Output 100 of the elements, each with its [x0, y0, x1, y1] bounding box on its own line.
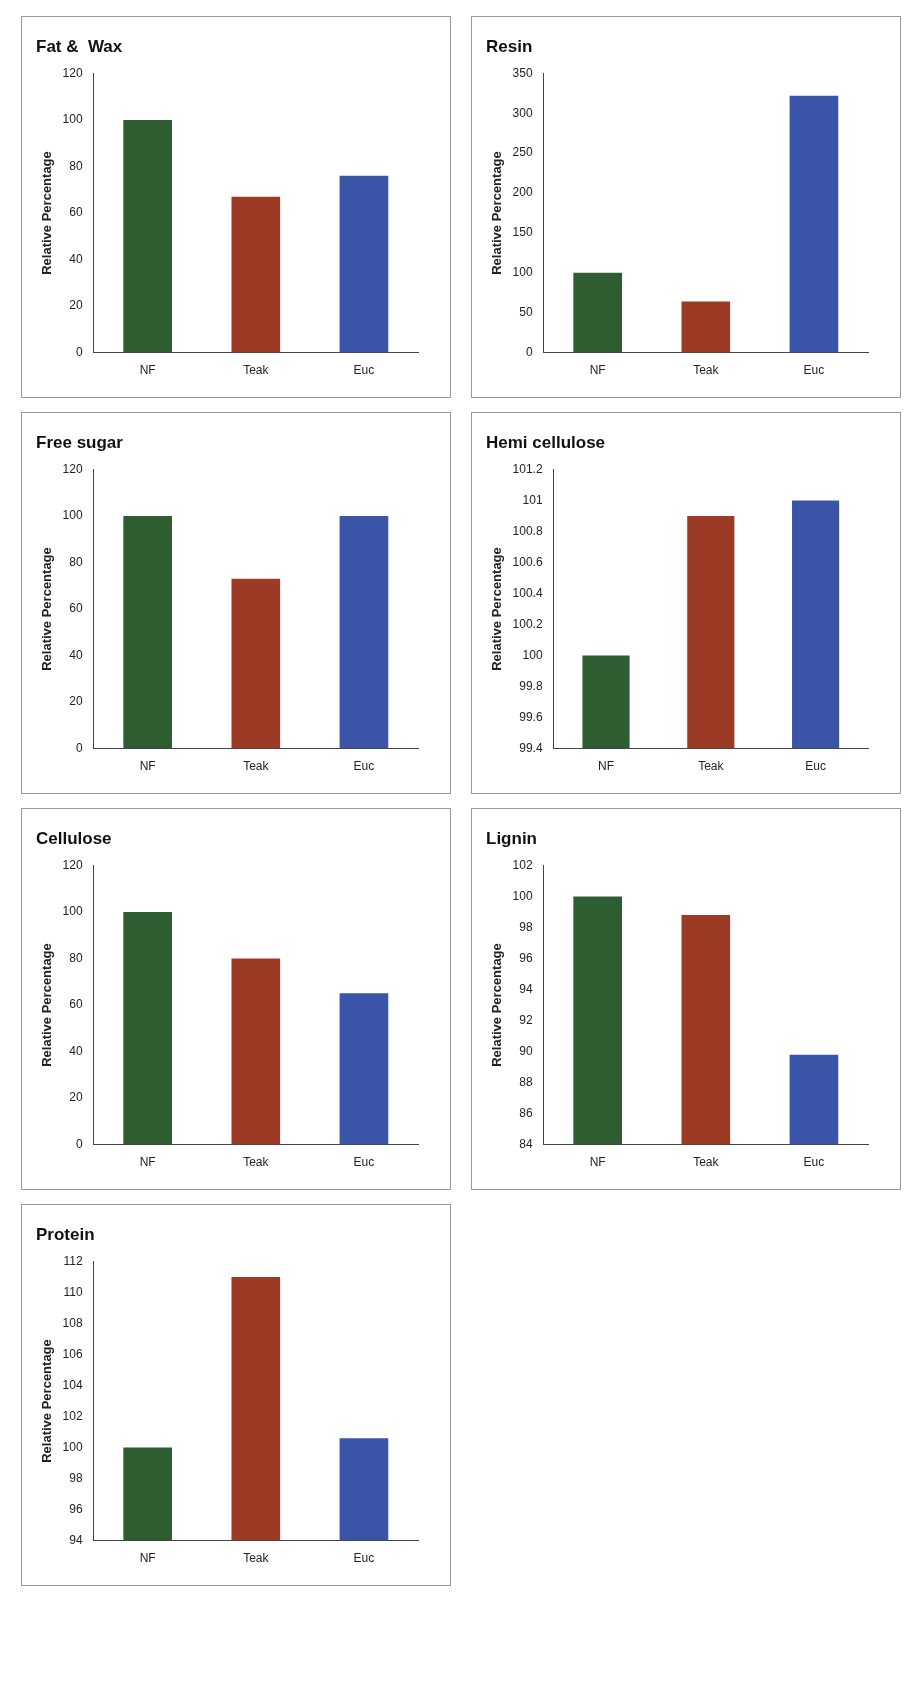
bar — [339, 993, 389, 1145]
y-axis-title: Relative Percentage — [39, 1339, 55, 1463]
x-tick-label: Teak — [243, 363, 270, 378]
y-tick-label: 50 — [519, 305, 533, 320]
x-tick-label: NF — [598, 759, 615, 774]
y-tick-label: 350 — [512, 65, 533, 80]
chart-title: Free sugar — [36, 432, 124, 452]
x-tick-label: NF — [589, 1155, 606, 1170]
y-tick-label: 110 — [63, 1284, 83, 1299]
x-tick-label: Teak — [698, 759, 725, 774]
x-tick-label: NF — [139, 1155, 156, 1170]
y-tick-label: 112 — [63, 1253, 83, 1268]
y-tick-label: 100.4 — [512, 585, 543, 600]
x-tick-label: Euc — [353, 1551, 375, 1566]
y-tick-label: 100 — [62, 112, 83, 127]
bar — [123, 911, 173, 1145]
y-tick-label: 99.4 — [519, 740, 543, 755]
x-tick-label: Euc — [353, 363, 375, 378]
y-tick-label: 120 — [62, 65, 83, 80]
bar — [123, 119, 173, 353]
y-tick-label: 99.6 — [519, 709, 543, 724]
y-tick-label: 80 — [69, 158, 83, 173]
y-axis-title: Relative Percentage — [39, 943, 55, 1067]
y-tick-label: 0 — [75, 1136, 83, 1151]
bar — [681, 301, 731, 353]
x-tick-label: Teak — [693, 363, 720, 378]
chart-title: Lignin — [486, 828, 537, 848]
x-tick-label: Teak — [693, 1155, 720, 1170]
y-tick-label: 0 — [75, 740, 83, 755]
chart-title: Protein — [36, 1224, 95, 1244]
y-tick-label: 99.8 — [519, 678, 543, 693]
chart-title: Resin — [486, 36, 533, 56]
y-tick-label: 100 — [512, 888, 533, 903]
y-tick-label: 100.6 — [512, 554, 543, 569]
y-tick-label: 106 — [62, 1346, 83, 1361]
y-tick-label: 60 — [69, 997, 83, 1012]
y-axis-title: Relative Percentage — [39, 151, 55, 275]
x-tick-label: Euc — [353, 1155, 375, 1170]
y-tick-label: 100 — [522, 647, 543, 662]
y-tick-label: 108 — [62, 1315, 83, 1330]
y-tick-label: 101 — [522, 492, 543, 507]
y-tick-label: 94 — [69, 1532, 83, 1547]
y-tick-label: 200 — [512, 185, 533, 200]
y-tick-label: 100 — [512, 265, 533, 280]
y-tick-label: 120 — [62, 857, 83, 872]
x-tick-label: Teak — [243, 1551, 270, 1566]
y-tick-label: 80 — [69, 554, 83, 569]
y-axis-title: Relative Percentage — [489, 547, 505, 671]
x-tick-label: NF — [139, 759, 156, 774]
x-tick-label: Euc — [805, 759, 826, 774]
y-tick-label: 20 — [69, 298, 83, 313]
y-tick-label: 101.2 — [512, 461, 543, 476]
y-tick-label: 150 — [512, 225, 533, 240]
y-tick-label: 120 — [62, 461, 83, 476]
y-tick-label: 0 — [75, 344, 83, 359]
x-tick-label: NF — [589, 363, 606, 378]
chart-title: Fat & Wax — [36, 36, 123, 56]
x-tick-label: Teak — [243, 759, 270, 774]
y-tick-label: 40 — [69, 647, 83, 662]
y-tick-label: 40 — [69, 251, 83, 266]
y-tick-label: 102 — [512, 857, 533, 872]
y-tick-label: 90 — [519, 1043, 533, 1058]
y-tick-label: 250 — [512, 145, 533, 160]
y-tick-label: 20 — [69, 1090, 83, 1105]
chart-title: Hemi cellulose — [486, 432, 606, 452]
x-tick-label: NF — [139, 363, 156, 378]
bar — [789, 95, 839, 353]
y-tick-label: 94 — [519, 981, 533, 996]
y-tick-label: 84 — [519, 1136, 533, 1151]
y-tick-label: 102 — [62, 1408, 83, 1423]
bar — [339, 175, 389, 353]
bar — [231, 196, 281, 353]
y-tick-label: 92 — [519, 1012, 533, 1027]
bar — [573, 272, 623, 353]
y-tick-label: 40 — [69, 1043, 83, 1058]
y-tick-label: 60 — [69, 601, 83, 616]
y-tick-label: 86 — [519, 1105, 533, 1120]
y-axis-title: Relative Percentage — [489, 151, 505, 275]
x-tick-label: Euc — [803, 1155, 825, 1170]
x-tick-label: NF — [139, 1551, 156, 1566]
chart-title: Cellulose — [36, 828, 112, 848]
x-tick-label: Euc — [803, 363, 825, 378]
y-tick-label: 88 — [519, 1074, 533, 1089]
y-tick-label: 100.2 — [512, 616, 543, 631]
y-tick-label: 104 — [62, 1377, 83, 1392]
y-tick-label: 98 — [519, 919, 533, 934]
y-tick-label: 60 — [69, 205, 83, 220]
y-axis-title: Relative Percentage — [39, 547, 55, 671]
y-tick-label: 98 — [69, 1470, 83, 1485]
y-tick-label: 20 — [69, 694, 83, 709]
y-tick-label: 100 — [62, 1439, 83, 1454]
x-tick-label: Euc — [353, 759, 375, 774]
y-tick-label: 96 — [519, 950, 533, 965]
y-tick-label: 80 — [69, 950, 83, 965]
y-tick-label: 100.8 — [512, 523, 543, 538]
y-tick-label: 96 — [69, 1501, 83, 1516]
bar — [231, 958, 281, 1145]
y-tick-label: 300 — [512, 105, 533, 120]
y-axis-title: Relative Percentage — [489, 943, 505, 1067]
y-tick-label: 100 — [62, 904, 83, 919]
